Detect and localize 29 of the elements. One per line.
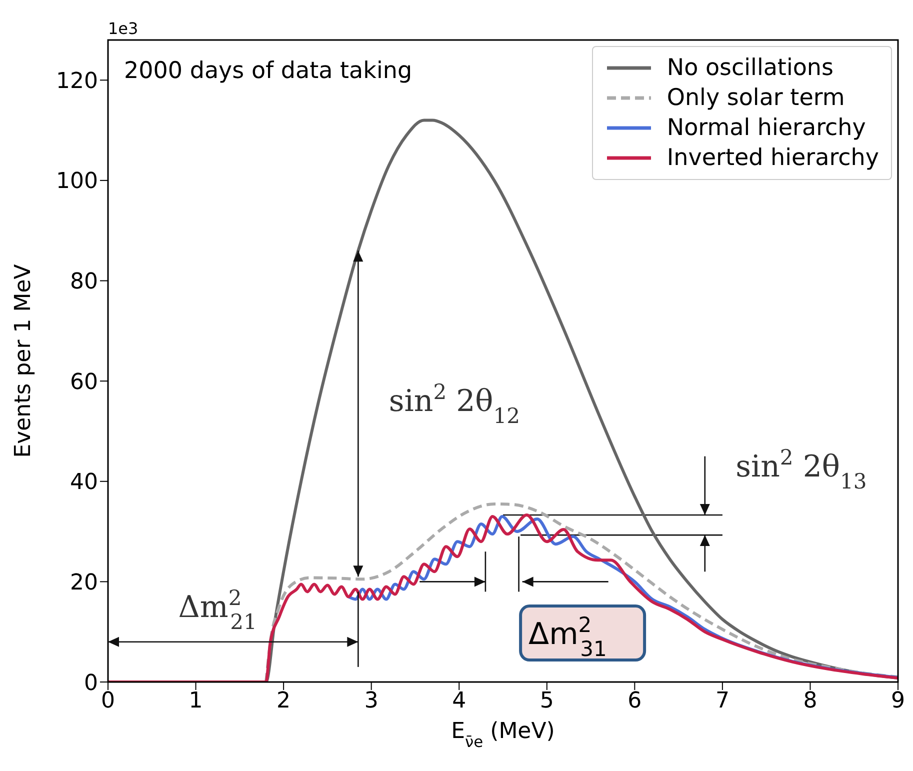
legend-label: Inverted hierarchy xyxy=(666,144,879,173)
x-tick-label: 3 xyxy=(364,688,378,714)
y-tick-label: 100 xyxy=(56,169,98,194)
annotation: 2000 days of data taking xyxy=(124,58,412,84)
y-tick-label: 20 xyxy=(70,570,98,596)
x-tick-label: 2 xyxy=(276,688,291,714)
y-tick-label: 60 xyxy=(70,370,98,395)
y-tick-label: 120 xyxy=(56,68,98,94)
y-tick-label: 80 xyxy=(70,270,98,295)
legend-label: Normal hierarchy xyxy=(666,114,866,143)
x-tick-label: 7 xyxy=(715,688,730,714)
annotation: sin$^{2}$ 2θ$_{12}$ xyxy=(388,380,520,428)
x-axis-title: E$_{ν̄e}$ (MeV) xyxy=(451,719,555,751)
y-tick-label: 40 xyxy=(70,470,98,496)
text: 1e3 xyxy=(108,19,138,38)
line-series xyxy=(108,513,898,682)
x-tick-label: 8 xyxy=(803,688,818,714)
legend-label: No oscillations xyxy=(666,54,834,83)
x-tick-label: 5 xyxy=(540,688,554,714)
annotation: sin$^{2}$ 2θ$_{13}$ xyxy=(736,445,867,494)
y-axis-title: Events per 1 MeV xyxy=(11,264,36,458)
y-tick-label: 0 xyxy=(84,670,98,696)
x-tick-label: 4 xyxy=(452,688,466,714)
x-tick-label: 1 xyxy=(188,688,203,714)
line-series xyxy=(264,502,898,682)
x-tick-label: 9 xyxy=(891,688,905,714)
x-tick-label: 6 xyxy=(628,688,642,714)
x-tick-label: 0 xyxy=(101,688,115,714)
legend-label: Only solar term xyxy=(666,84,845,113)
